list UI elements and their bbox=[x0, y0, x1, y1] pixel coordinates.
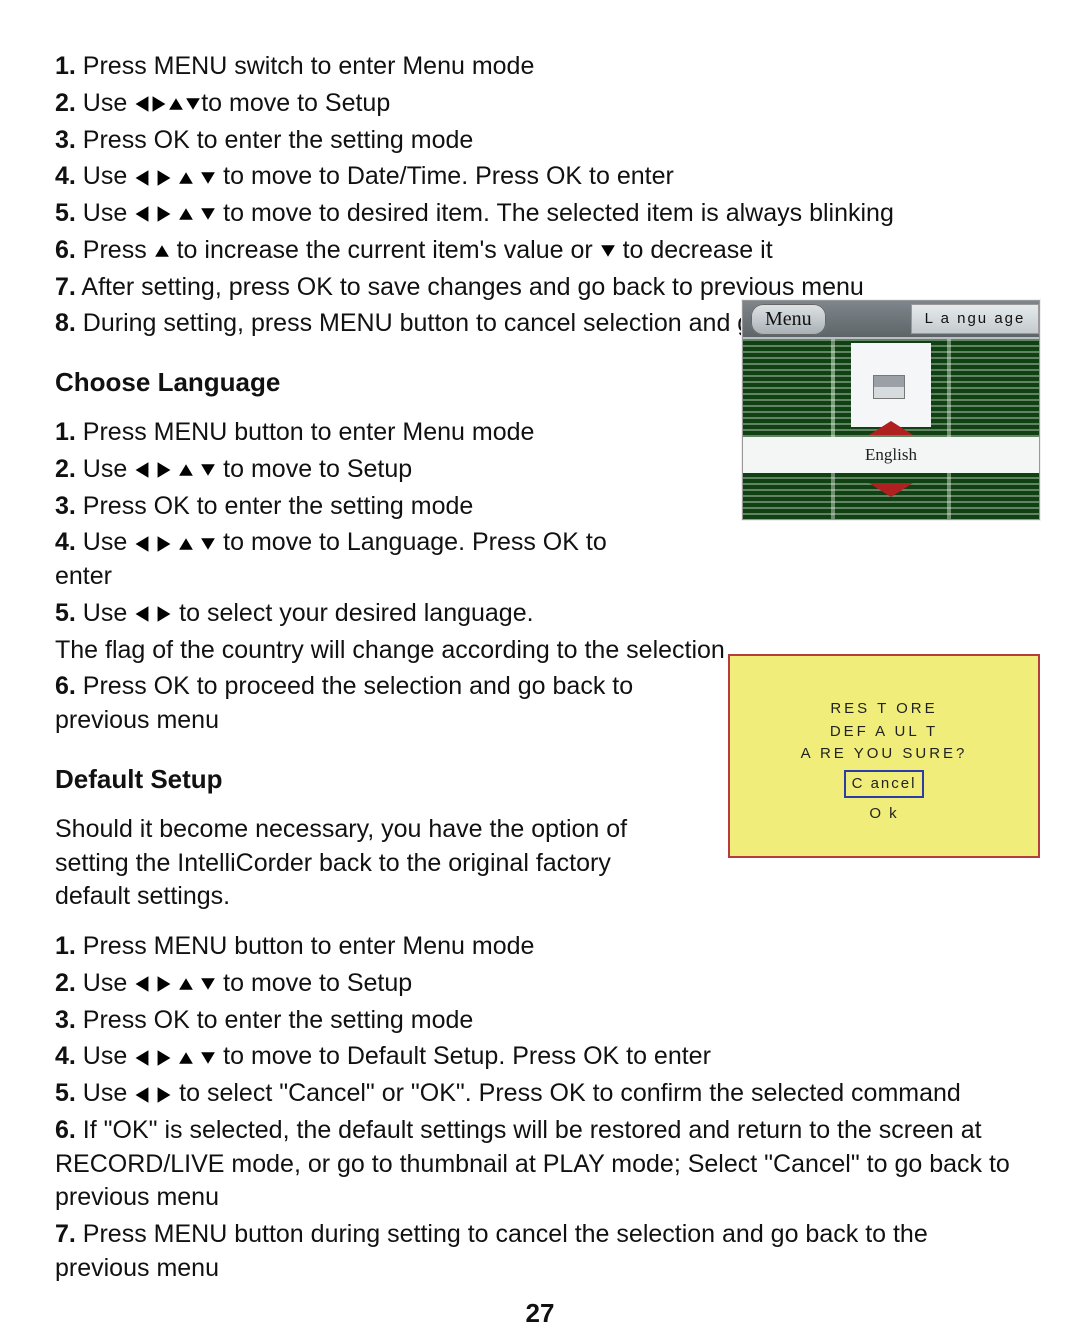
arrow-ar-icon bbox=[156, 605, 172, 623]
arrow-ad-icon bbox=[200, 461, 216, 479]
arrow-ar-icon bbox=[156, 975, 172, 993]
arrow-al-icon bbox=[134, 1049, 150, 1067]
restore-line3: A RE YOU SURE? bbox=[730, 743, 1038, 766]
restore-ok-option: O k bbox=[730, 803, 1038, 826]
arrow-ad-icon bbox=[600, 242, 616, 260]
arrow-al-icon bbox=[134, 205, 150, 223]
arrow-ad-icon bbox=[200, 975, 216, 993]
instruction-step: 2. Use to move to Setup bbox=[55, 967, 635, 1001]
page-number: 27 bbox=[55, 1296, 1025, 1331]
arrow-au-icon bbox=[178, 1049, 194, 1067]
instruction-step: 1. Press MENU switch to enter Menu mode bbox=[55, 50, 1025, 84]
section-date-time-steps: 1. Press MENU switch to enter Menu mode2… bbox=[55, 50, 1025, 341]
arrow-al-icon bbox=[134, 95, 150, 113]
arrow-au-icon bbox=[178, 169, 194, 187]
instruction-step: 4. Use to move to Default Setup. Press O… bbox=[55, 1040, 1025, 1074]
arrow-ad-icon bbox=[200, 535, 216, 553]
arrow-al-icon bbox=[134, 535, 150, 553]
arrow-up-icon bbox=[869, 421, 913, 435]
arrow-al-icon bbox=[134, 461, 150, 479]
instruction-step: 4. Use to move to Date/Time. Press OK to… bbox=[55, 160, 1025, 194]
instruction-step: 2. Use to move to Setup bbox=[55, 453, 635, 487]
arrow-ad-icon bbox=[200, 169, 216, 187]
instruction-step: 6. Press OK to proceed the selection and… bbox=[55, 670, 635, 738]
instruction-step: 3. Press OK to enter the setting mode bbox=[55, 490, 635, 524]
instruction-step: 7. Press MENU button during setting to c… bbox=[55, 1218, 1025, 1286]
arrow-au-icon bbox=[178, 535, 194, 553]
instruction-step: 4. Use to move to Language. Press OK to … bbox=[55, 526, 635, 594]
arrow-ar-icon bbox=[156, 169, 172, 187]
instruction-step: 3. Press OK to enter the setting mode bbox=[55, 124, 1025, 158]
arrow-au-icon bbox=[154, 242, 170, 260]
arrow-au-icon bbox=[178, 205, 194, 223]
arrow-ar-icon bbox=[156, 1049, 172, 1067]
arrow-au-icon bbox=[178, 461, 194, 479]
figure-restore-default: RES T ORE DEF A UL T A RE YOU SURE? C an… bbox=[728, 654, 1040, 858]
arrow-al-icon bbox=[134, 1086, 150, 1104]
arrow-ar-icon bbox=[156, 1086, 172, 1104]
language-tab-label: L a ngu age bbox=[911, 304, 1039, 334]
arrow-ad-icon bbox=[185, 95, 201, 113]
arrow-down-icon bbox=[869, 483, 913, 497]
arrow-au-icon bbox=[168, 95, 184, 113]
section-default-setup-steps: 1. Press MENU button to enter Menu mode2… bbox=[55, 930, 1025, 1286]
figure-language-menu: Menu L a ngu age English bbox=[742, 300, 1040, 520]
instruction-step: 6. Press to increase the current item's … bbox=[55, 234, 1025, 268]
instruction-step: 5. Use to move to desired item. The sele… bbox=[55, 197, 1025, 231]
default-setup-intro: Should it become necessary, you have the… bbox=[55, 813, 635, 914]
arrow-ar-icon bbox=[156, 461, 172, 479]
arrow-au-icon bbox=[178, 975, 194, 993]
instruction-step: 5. Use to select "Cancel" or "OK". Press… bbox=[55, 1077, 1025, 1111]
flag-icon bbox=[873, 375, 905, 399]
arrow-ar-icon bbox=[151, 95, 167, 113]
arrow-al-icon bbox=[134, 975, 150, 993]
instruction-step: 5. Use to select your desired language. bbox=[55, 597, 1025, 631]
language-selected: English bbox=[743, 437, 1039, 473]
instruction-step: 3. Press OK to enter the setting mode bbox=[55, 1004, 635, 1038]
restore-cancel-option: C ancel bbox=[844, 770, 925, 799]
restore-line2: DEF A UL T bbox=[730, 721, 1038, 744]
arrow-ad-icon bbox=[200, 205, 216, 223]
instruction-step: 1. Press MENU button to enter Menu mode bbox=[55, 416, 635, 450]
menu-pill-label: Menu bbox=[751, 304, 826, 335]
instruction-step: 6. If "OK" is selected, the default sett… bbox=[55, 1114, 1025, 1215]
arrow-al-icon bbox=[134, 169, 150, 187]
arrow-ar-icon bbox=[156, 535, 172, 553]
arrow-ad-icon bbox=[200, 1049, 216, 1067]
arrow-ar-icon bbox=[156, 205, 172, 223]
instruction-step: 1. Press MENU button to enter Menu mode bbox=[55, 930, 635, 964]
restore-line1: RES T ORE bbox=[730, 698, 1038, 721]
instruction-step: 2. Use to move to Setup bbox=[55, 87, 1025, 121]
arrow-al-icon bbox=[134, 605, 150, 623]
